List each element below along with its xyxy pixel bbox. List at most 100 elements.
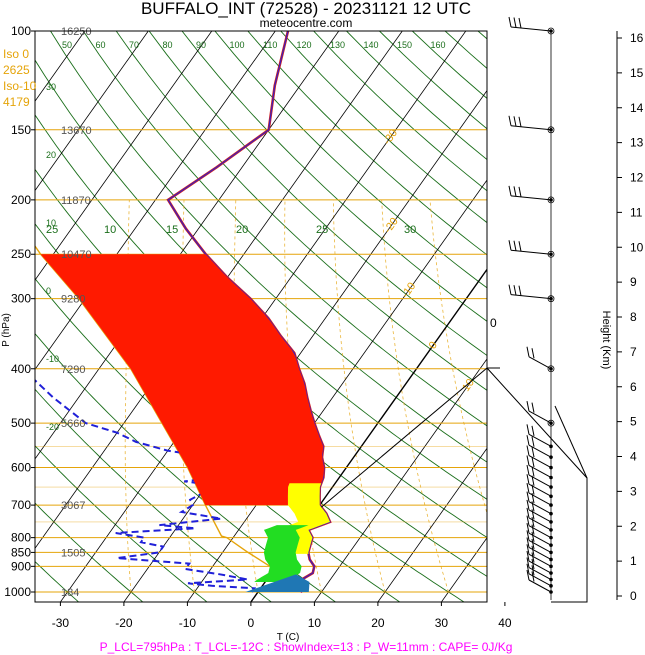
height-tick-label: 7 (630, 345, 637, 359)
wind-barb-flag (518, 241, 522, 252)
temperature-tick-label: 10 (308, 616, 322, 630)
isotherm-label: 20 (498, 413, 515, 430)
area-green (254, 525, 309, 583)
plot-frame (34, 30, 488, 603)
dewpoint-line (35, 378, 257, 593)
dry-adiabat-line (148, 31, 487, 357)
dry-adiabat-line (115, 31, 487, 391)
wind-barb-shaft (528, 465, 552, 478)
temperature-tick-label: 20 (371, 616, 385, 630)
wind-barb-flag (531, 402, 535, 413)
wind-barb-shaft (528, 517, 552, 531)
height-tick-label: 9 (630, 275, 637, 289)
area-red (40, 254, 325, 506)
dry-adiabat-line (280, 31, 487, 224)
height-tick-label: 5 (630, 415, 637, 429)
height-tick-label: 6 (630, 380, 637, 394)
dry-adiabat-line (35, 445, 208, 602)
freezing-label: Iso-10 (3, 79, 37, 93)
wind-barb-flag (531, 558, 535, 570)
wind-barb-flag (513, 285, 517, 296)
chart-subtitle: meteocentre.com (260, 16, 353, 30)
freezing-label: Iso 0 (3, 47, 29, 61)
x-axis-label: T (C) (277, 632, 300, 643)
wind-panel-boundary (486, 367, 588, 603)
isotherm-line (35, 31, 213, 281)
pressure-tick-label: 700 (11, 498, 31, 512)
wind-barb-shaft (528, 433, 552, 447)
level-height-label: 9280 (61, 294, 85, 306)
wind-barb-shaft (528, 356, 552, 370)
isotherm-label: -30 (381, 127, 400, 147)
wind-barb-shaft (528, 492, 552, 506)
height-tick-label: 15 (630, 66, 644, 80)
temperature-tick-label: -30 (52, 616, 70, 630)
mixing-ratio-label: 25 (46, 224, 58, 236)
area-blue (245, 574, 310, 592)
height-tick-label: 2 (630, 519, 637, 533)
dry-adiabat-line (82, 31, 487, 427)
moist-adiabat-line (333, 199, 386, 593)
isotherm-label: 0 (427, 340, 440, 352)
dry-adiabat-label: 80 (163, 40, 173, 50)
level-height-label: 11870 (61, 195, 91, 207)
wind-barb-flag (518, 116, 522, 127)
isotherm-line (35, 31, 149, 192)
pressure-tick-label: 400 (11, 362, 31, 376)
wind-barb-flag (531, 446, 535, 458)
dry-adiabat-label: 120 (297, 40, 312, 50)
moist-adiabat-label: 0 (46, 286, 51, 296)
wind-barb-flag (518, 186, 522, 197)
mixing-ratio-label: 30 (404, 224, 416, 236)
wind-barb-flag (531, 436, 535, 447)
temperature-tick-label: 40 (498, 616, 512, 630)
dry-adiabat-label: 110 (263, 40, 277, 50)
wind-panel (486, 16, 588, 603)
wind-barb-flag (526, 491, 530, 502)
wind-barb-flag (531, 517, 535, 528)
pressure-tick-label: 900 (11, 559, 31, 573)
wind-barb-flag (526, 474, 530, 485)
wind-barb-flag (513, 17, 517, 28)
wind-barb-flag (513, 186, 517, 197)
level-height-label: 13670 (61, 125, 92, 137)
isotherm-label: -10 (399, 280, 418, 300)
y2-axis-label: Height (Km) (600, 311, 612, 370)
isotherm-line (59, 31, 467, 602)
guide-line-right (554, 405, 588, 479)
wind-barb-shaft (528, 410, 552, 424)
wind-barb-shaft (528, 553, 552, 567)
wind-barb-shaft (528, 501, 552, 515)
wind-barb-flag (531, 552, 535, 563)
wind-barb-flag (508, 115, 512, 126)
level-height-label: 3067 (61, 500, 85, 512)
wind-barb-flag (526, 424, 530, 435)
wind-barb-flag (508, 185, 512, 196)
y-axis-label: P (hPa) (1, 313, 12, 347)
guide-line (317, 367, 487, 511)
wind-barb-flag (513, 240, 517, 251)
wind-barb-flag (531, 348, 535, 359)
wind-barb-flag (518, 17, 522, 29)
wind-barb-flag (531, 509, 535, 520)
height-tick-label: 4 (630, 450, 637, 464)
dry-adiabat-line (35, 502, 144, 602)
freezing-value: 2625 (3, 63, 30, 77)
mixing-ratio-label: 10 (104, 224, 116, 236)
wind-barb-flag (526, 563, 530, 574)
wind-barb-flag (531, 466, 535, 477)
dry-adiabat-label: 140 (364, 40, 379, 50)
isotherm-line (440, 537, 487, 602)
dry-adiabat-line (444, 31, 487, 69)
dry-adiabat-label: 160 (431, 40, 446, 50)
wind-barb-flag (526, 483, 530, 494)
wind-barb-shaft (528, 474, 552, 488)
wind-barb-flag (531, 425, 535, 436)
moist-adiabat-label: 20 (46, 150, 56, 160)
height-tick-label: 0 (630, 589, 637, 603)
moist-adiabat-label: -10 (46, 354, 59, 364)
pressure-tick-label: 100 (11, 24, 31, 38)
wind-barb-flag (513, 116, 517, 127)
temperature-tick-label: -20 (115, 616, 133, 630)
